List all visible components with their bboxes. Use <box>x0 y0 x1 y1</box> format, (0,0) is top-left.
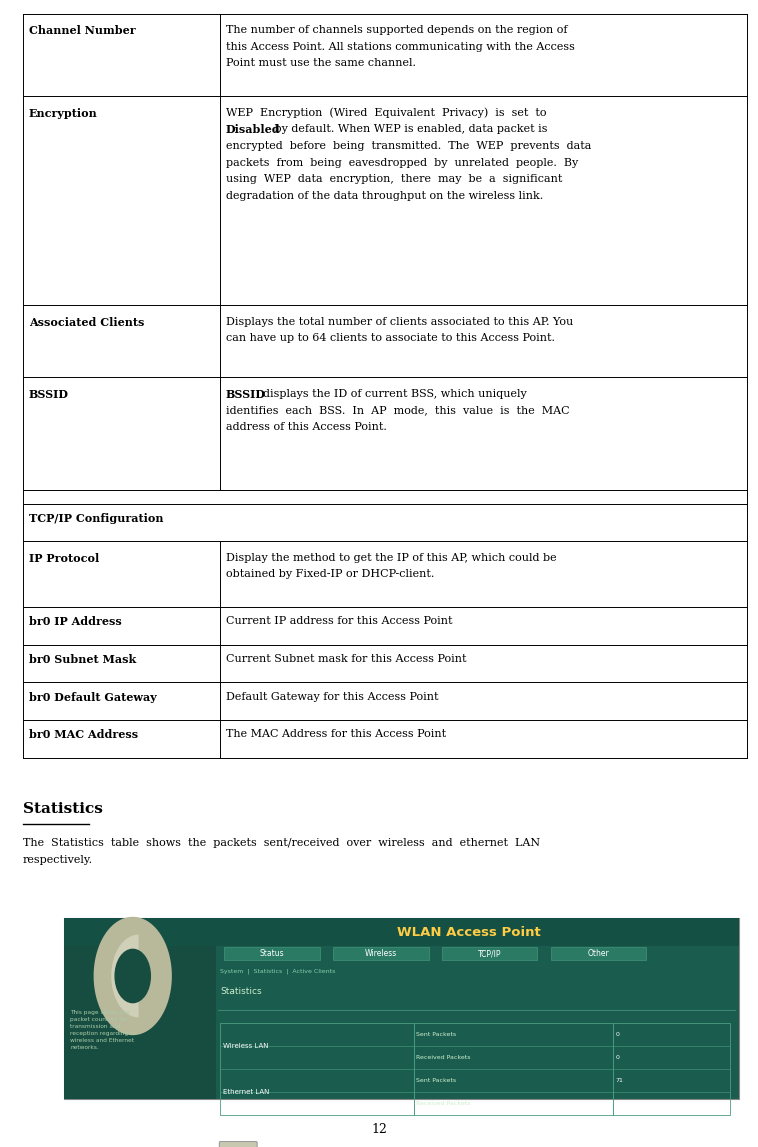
Text: displays the ID of current BSS, which uniquely: displays the ID of current BSS, which un… <box>256 389 527 399</box>
Text: br0 MAC Address: br0 MAC Address <box>29 729 138 741</box>
Text: The number of channels supported depends on the region of: The number of channels supported depends… <box>226 25 568 36</box>
Text: this Access Point. All stations communicating with the Access: this Access Point. All stations communic… <box>226 41 575 52</box>
Text: System  |  Statistics  |  Active Clients: System | Statistics | Active Clients <box>220 968 335 974</box>
Text: BSSID: BSSID <box>226 389 266 400</box>
Text: Statistics: Statistics <box>23 802 102 816</box>
Text: Displays the total number of clients associated to this AP. You: Displays the total number of clients ass… <box>226 317 573 327</box>
Text: WLAN Access Point: WLAN Access Point <box>397 926 541 938</box>
Bar <box>550 947 647 960</box>
Text: Wireless LAN: Wireless LAN <box>223 1044 268 1050</box>
Text: Disabled: Disabled <box>226 124 280 135</box>
Text: Display the method to get the IP of this AP, which could be: Display the method to get the IP of this… <box>226 553 556 563</box>
FancyBboxPatch shape <box>219 1141 257 1147</box>
Text: br0 Default Gateway: br0 Default Gateway <box>29 692 157 703</box>
Text: Received Packets: Received Packets <box>416 1055 471 1060</box>
Text: encrypted  before  being  transmitted.  The  WEP  prevents  data: encrypted before being transmitted. The … <box>226 141 591 151</box>
Text: using  WEP  data  encryption,  there  may  be  a  significant: using WEP data encryption, there may be … <box>226 174 562 185</box>
Text: br0 IP Address: br0 IP Address <box>29 616 121 627</box>
Bar <box>220 1023 730 1115</box>
Bar <box>64 918 216 1099</box>
Text: address of this Access Point.: address of this Access Point. <box>226 422 387 432</box>
Bar <box>333 947 428 960</box>
Text: 0: 0 <box>615 1055 619 1060</box>
Text: obtained by Fixed-IP or DHCP-client.: obtained by Fixed-IP or DHCP-client. <box>226 569 434 579</box>
Text: Point must use the same channel.: Point must use the same channel. <box>226 58 416 69</box>
Text: 0: 0 <box>615 1032 619 1037</box>
Text: TCP/IP Configuration: TCP/IP Configuration <box>29 513 163 524</box>
Text: Associated Clients: Associated Clients <box>29 317 144 328</box>
Text: Channel Number: Channel Number <box>29 25 136 37</box>
Text: Status: Status <box>259 950 284 959</box>
Bar <box>224 947 320 960</box>
Text: Sent Packets: Sent Packets <box>416 1032 456 1037</box>
Text: by default. When WEP is enabled, data packet is: by default. When WEP is enabled, data pa… <box>271 124 548 134</box>
Text: Statistics: Statistics <box>220 986 262 996</box>
Text: 0: 0 <box>615 1101 619 1106</box>
Text: Current Subnet mask for this Access Point: Current Subnet mask for this Access Poin… <box>226 654 466 664</box>
Text: 12: 12 <box>371 1123 387 1137</box>
Text: identifies  each  BSS.  In  AP  mode,  this  value  is  the  MAC: identifies each BSS. In AP mode, this va… <box>226 405 569 415</box>
Text: The  Statistics  table  shows  the  packets  sent/received  over  wireless  and : The Statistics table shows the packets s… <box>23 838 540 849</box>
Text: Received Packets: Received Packets <box>416 1101 471 1106</box>
Text: The MAC Address for this Access Point: The MAC Address for this Access Point <box>226 729 446 740</box>
Text: Ethernet LAN: Ethernet LAN <box>223 1090 269 1095</box>
Wedge shape <box>111 935 139 1017</box>
Circle shape <box>115 950 150 1002</box>
Text: degradation of the data throughput on the wireless link.: degradation of the data throughput on th… <box>226 190 543 201</box>
Text: WEP  Encryption  (Wired  Equivalent  Privacy)  is  set  to: WEP Encryption (Wired Equivalent Privacy… <box>226 108 547 118</box>
Text: Wireless: Wireless <box>365 950 396 959</box>
Bar <box>64 918 739 1099</box>
Bar <box>442 947 537 960</box>
Text: 71: 71 <box>615 1078 624 1083</box>
Text: Encryption: Encryption <box>29 108 98 119</box>
Text: Default Gateway for this Access Point: Default Gateway for this Access Point <box>226 692 438 702</box>
Bar <box>64 918 739 946</box>
Polygon shape <box>93 916 172 1036</box>
Text: This page shows the
packet counters for
transmission and
reception regarding to
: This page shows the packet counters for … <box>70 1011 136 1051</box>
Text: br0 Subnet Mask: br0 Subnet Mask <box>29 654 136 665</box>
Text: can have up to 64 clients to associate to this Access Point.: can have up to 64 clients to associate t… <box>226 333 555 343</box>
Text: Current IP address for this Access Point: Current IP address for this Access Point <box>226 616 453 626</box>
Text: packets  from  being  eavesdropped  by  unrelated  people.  By: packets from being eavesdropped by unrel… <box>226 157 578 167</box>
Text: Sent Packets: Sent Packets <box>416 1078 456 1083</box>
Text: Other: Other <box>587 950 609 959</box>
Text: TCP/IP: TCP/IP <box>478 950 501 959</box>
Text: IP Protocol: IP Protocol <box>29 553 99 564</box>
Text: BSSID: BSSID <box>29 389 69 400</box>
Text: respectively.: respectively. <box>23 856 93 865</box>
